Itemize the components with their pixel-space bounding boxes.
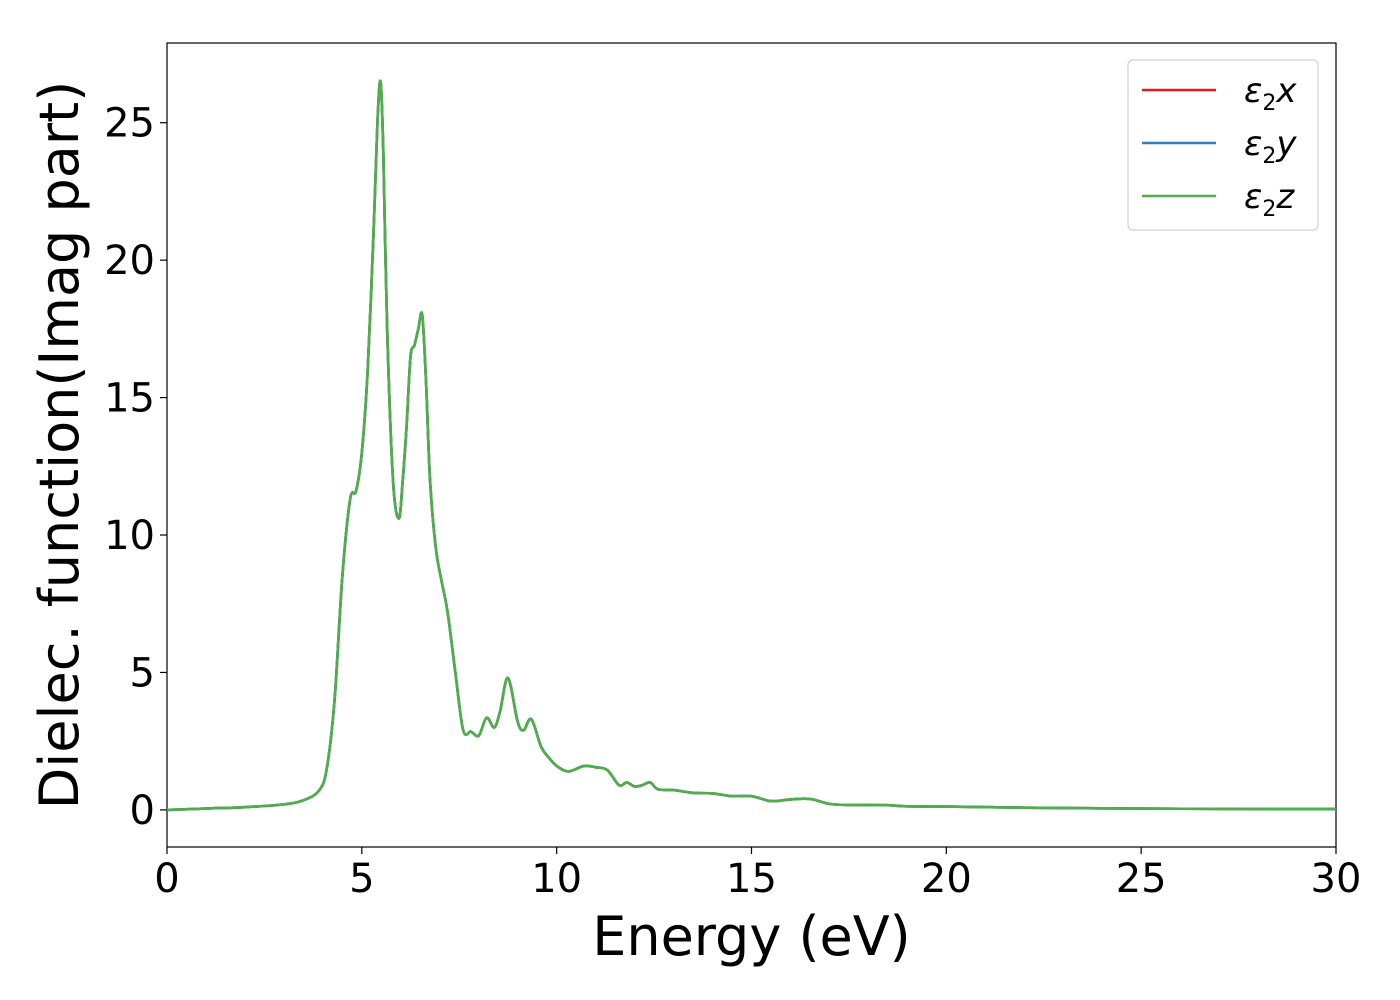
legend-label-x: ε2x xyxy=(1244,71,1297,116)
series-line-e2z xyxy=(166,79,1337,812)
y-axis: 0 5 10 15 20 25 xyxy=(104,101,167,834)
y-tick-label: 0 xyxy=(130,788,155,834)
y-tick-label: 25 xyxy=(104,101,155,147)
y-axis-title: Dielec. function(Imag part) xyxy=(28,81,91,810)
series-lines xyxy=(166,79,1337,812)
x-tick-label: 25 xyxy=(1116,856,1167,902)
legend: ε2x ε2y ε2z xyxy=(1127,59,1319,231)
y-tick-label: 15 xyxy=(104,376,155,422)
y-tick-label: 5 xyxy=(130,650,155,696)
y-tick-label: 10 xyxy=(104,513,155,559)
y-tick-label: 20 xyxy=(104,238,155,284)
x-tick-label: 15 xyxy=(726,856,777,902)
x-axis-title: Energy (eV) xyxy=(592,905,911,968)
x-tick-label: 20 xyxy=(921,856,972,902)
legend-label-y: ε2y xyxy=(1244,124,1297,169)
legend-box xyxy=(1127,59,1319,231)
x-tick-label: 30 xyxy=(1311,856,1362,902)
x-tick-label: 0 xyxy=(154,856,179,902)
x-tick-label: 5 xyxy=(349,856,374,902)
x-tick-label: 10 xyxy=(531,856,582,902)
x-axis: 0 5 10 15 20 25 30 xyxy=(154,847,1361,902)
legend-label-z: ε2z xyxy=(1244,177,1295,222)
